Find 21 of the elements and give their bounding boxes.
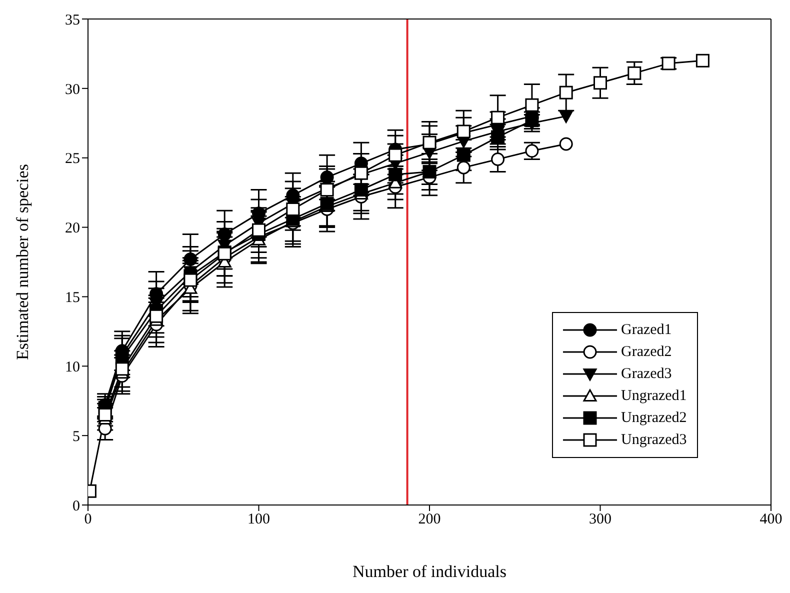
legend-label: Ungrazed1	[621, 388, 687, 404]
legend-label: Ungrazed2	[621, 410, 687, 426]
legend-label: Ungrazed3	[621, 432, 687, 448]
legend-label: Grazed3	[621, 366, 672, 382]
y-tick-label: 10	[65, 359, 80, 376]
x-tick-label: 200	[418, 512, 441, 528]
legend-label: Grazed2	[621, 344, 672, 360]
legend-label: Grazed1	[621, 322, 672, 338]
y-tick-label: 30	[65, 82, 80, 98]
x-axis-title: Number of individuals	[352, 562, 506, 581]
y-tick-label: 25	[65, 151, 80, 168]
y-tick-label: 15	[65, 290, 80, 306]
x-tick-label: 0	[84, 512, 92, 528]
x-tick-label: 100	[248, 512, 270, 528]
y-tick-label: 20	[65, 220, 80, 237]
y-tick-label: 0	[72, 498, 80, 514]
y-tick-label: 35	[65, 12, 80, 28]
x-tick-label: 300	[589, 512, 612, 528]
y-axis-title: Estimated number of species	[13, 164, 32, 360]
y-tick-label: 5	[72, 428, 80, 445]
x-tick-label: 400	[760, 512, 782, 528]
